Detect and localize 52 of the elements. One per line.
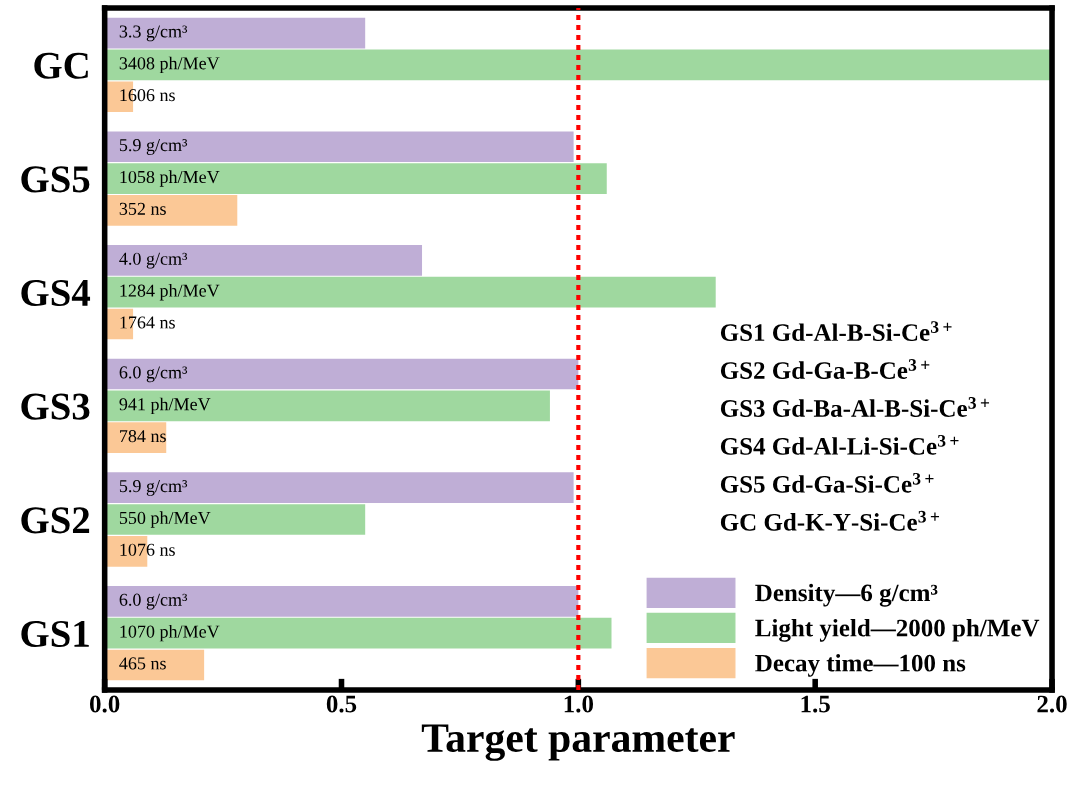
annotation: 1284 ph/MeV: [120, 284, 220, 301]
annotation: GS3 Gd-Ba-Al-B-Si-Ce$^{3+}$: [720, 397, 990, 417]
legend-label: Density—6 g/cm³: [755, 583, 938, 607]
x-tick-label: 2.0: [1037, 695, 1067, 713]
annotation: GS2 Gd-Ga-B-Ce$^{3+}$: [720, 359, 930, 379]
annotation: 1058 ph/MeV: [120, 170, 220, 187]
annotation: 6.0 g/cm³: [119, 366, 188, 383]
annotation: 6.0 g/cm³: [119, 593, 188, 610]
annotation: 1606 ns: [120, 89, 175, 102]
bar: [104, 390, 550, 422]
bar: [104, 504, 366, 535]
y-tick-label: GC: [34, 52, 88, 79]
annotation: 352 ns: [119, 202, 166, 215]
annotation: GS4 Gd-Al-Li-Si-Ce$^{3+}$: [720, 434, 959, 455]
bar: [104, 617, 612, 649]
x-tick-label: 0.0: [89, 695, 120, 713]
bar: [104, 17, 366, 49]
annotation: GS1 Gd-Al-B-Si-Ce$^{3+}$: [720, 321, 952, 342]
annotation: 3.3 g/cm³: [119, 25, 188, 42]
y-tick-label: GS4: [21, 279, 91, 307]
legend-label: Decay time—100 ns: [755, 654, 966, 677]
y-tick-label: GS2: [21, 507, 90, 534]
bar: [104, 195, 238, 226]
annotation: GC Gd-K-Y-Si-Ce$^{3+}$: [720, 510, 940, 531]
x-axis-title: Target parameter: [421, 724, 735, 761]
annotation: 1764 ns: [120, 316, 175, 329]
annotation: 5.9 g/cm³: [119, 139, 188, 155]
bar: [104, 276, 716, 308]
annotation: 465 ns: [119, 657, 166, 670]
annotation: 5.9 g/cm³: [119, 480, 188, 496]
annotation: 941 ph/MeV: [119, 397, 211, 415]
bar: [104, 472, 574, 504]
bar: [104, 131, 574, 163]
annotation: GS5 Gd-Ga-Si-Ce$^{3+}$: [720, 472, 934, 493]
annotation: 784 ns: [120, 430, 166, 443]
bar: [104, 649, 205, 681]
x-tick-label: 1.5: [801, 695, 830, 713]
annotation: 1070 ph/MeV: [120, 624, 220, 642]
x-tick-label: 0.5: [326, 695, 357, 713]
y-tick-label: GS3: [21, 393, 90, 420]
bar: [104, 358, 579, 390]
bar: [104, 163, 607, 194]
annotation: 550 ph/MeV: [119, 511, 211, 528]
x-tick-label: 1.0: [564, 695, 594, 713]
bar: [104, 585, 579, 617]
annotation: 3408 ph/MeV: [119, 56, 220, 74]
annotation: 1076 ns: [120, 543, 175, 556]
annotation: 4.0 g/cm³: [119, 252, 188, 269]
legend-label: Light yield—2000 ph/MeV: [755, 618, 1040, 642]
y-tick-label: GS5: [21, 166, 90, 193]
bar: [104, 245, 423, 276]
y-tick-label: GS1: [21, 620, 89, 648]
